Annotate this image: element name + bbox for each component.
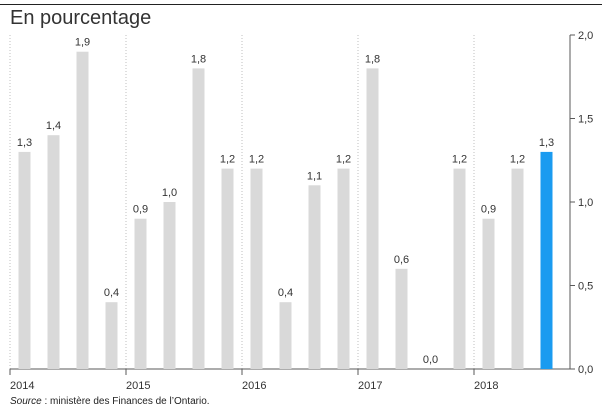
bar bbox=[395, 268, 408, 369]
data-label: 0,0 bbox=[423, 354, 438, 366]
bar bbox=[366, 68, 379, 370]
bar bbox=[337, 168, 350, 369]
x-tick-label: 2017 bbox=[358, 380, 382, 392]
source-text: : ministère des Finances de l’Ontario. bbox=[41, 396, 210, 407]
bar bbox=[47, 135, 60, 369]
data-label: 0,4 bbox=[278, 287, 293, 299]
data-label: 1,2 bbox=[510, 154, 525, 166]
bar bbox=[250, 168, 263, 369]
x-tick-label: 2018 bbox=[474, 380, 498, 392]
chart-subtitle: En pourcentage bbox=[10, 7, 152, 29]
x-tick-label: 2015 bbox=[126, 380, 150, 392]
data-label: 1,3 bbox=[539, 137, 554, 149]
data-label: 1,9 bbox=[75, 37, 90, 49]
data-label: 1,8 bbox=[191, 53, 206, 65]
bar bbox=[511, 168, 524, 369]
data-label: 1,2 bbox=[220, 154, 235, 166]
source-label: Source bbox=[10, 396, 42, 407]
y-tick-label: 0,5 bbox=[578, 281, 593, 293]
y-tick-label: 2,0 bbox=[578, 30, 593, 42]
source-note: Source : ministère des Finances de l’Ont… bbox=[10, 396, 210, 408]
data-label: 1,8 bbox=[365, 53, 380, 65]
x-tick-label: 2014 bbox=[10, 380, 34, 392]
bar bbox=[163, 202, 176, 369]
bar bbox=[221, 168, 234, 369]
data-label: 1,2 bbox=[249, 154, 264, 166]
top-rule bbox=[0, 4, 602, 5]
data-label: 0,9 bbox=[133, 204, 148, 216]
data-label: 0,6 bbox=[394, 254, 409, 266]
bar bbox=[540, 151, 553, 369]
bar bbox=[192, 68, 205, 370]
bar bbox=[453, 168, 466, 369]
bar bbox=[18, 151, 31, 369]
bar bbox=[482, 218, 495, 369]
bar bbox=[308, 185, 321, 369]
data-label: 1,3 bbox=[17, 137, 32, 149]
bar bbox=[279, 302, 292, 369]
bar bbox=[134, 218, 147, 369]
x-tick-label: 2016 bbox=[242, 380, 266, 392]
data-label: 0,4 bbox=[104, 287, 119, 299]
bar bbox=[105, 302, 118, 369]
data-label: 1,1 bbox=[307, 170, 322, 182]
y-tick-label: 1,5 bbox=[578, 114, 593, 126]
data-label: 1,2 bbox=[452, 154, 467, 166]
y-tick-label: 0,0 bbox=[578, 364, 593, 376]
data-label: 0,9 bbox=[481, 204, 496, 216]
data-label: 1,2 bbox=[336, 154, 351, 166]
y-tick-label: 1,0 bbox=[578, 197, 593, 209]
data-label: 1,4 bbox=[46, 120, 61, 132]
bar bbox=[76, 51, 89, 369]
data-label: 1,0 bbox=[162, 187, 177, 199]
